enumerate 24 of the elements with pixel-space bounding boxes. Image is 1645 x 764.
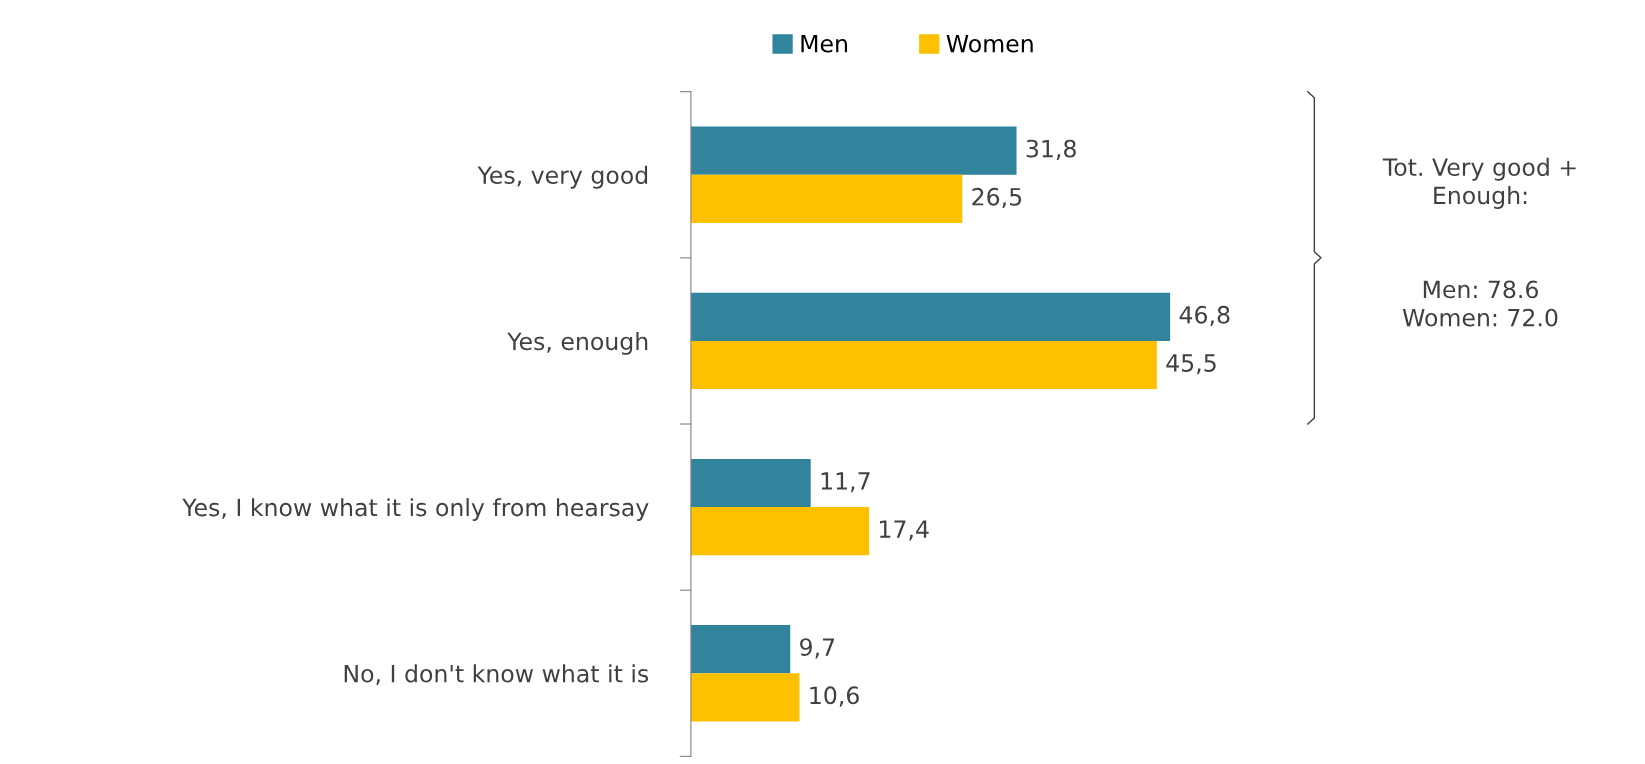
bar <box>690 507 870 556</box>
text: Men: 78.6 Women: 72.0 <box>1402 280 1558 327</box>
bar <box>690 625 791 674</box>
data-label: 26,5 <box>972 187 1022 209</box>
y-tick-label: Yes, I know what it is only from hearsay <box>182 498 649 521</box>
data-label: 31,8 <box>1026 139 1076 160</box>
data-label: 9,7 <box>800 638 835 659</box>
text: Tot. Very good + Enough: <box>1382 157 1576 209</box>
bar <box>690 340 1157 390</box>
bar <box>690 458 811 508</box>
data-label: 10,6 <box>810 686 859 707</box>
bar <box>690 673 800 722</box>
bar <box>690 174 963 223</box>
legend-label: Women <box>946 35 1033 53</box>
data-label: 45,5 <box>1166 354 1216 375</box>
bar <box>690 126 1017 175</box>
bar <box>690 292 1171 341</box>
y-tick-label: Yes, very good <box>477 165 648 189</box>
data-label: 11,7 <box>821 472 870 493</box>
data-label: 17,4 <box>880 520 929 541</box>
y-tick-label: No, I don't know what it is <box>344 664 649 685</box>
y-tick-label: Yes, enough <box>507 331 648 355</box>
data-label: 46,8 <box>1179 305 1230 327</box>
legend-label: Men <box>801 35 847 53</box>
